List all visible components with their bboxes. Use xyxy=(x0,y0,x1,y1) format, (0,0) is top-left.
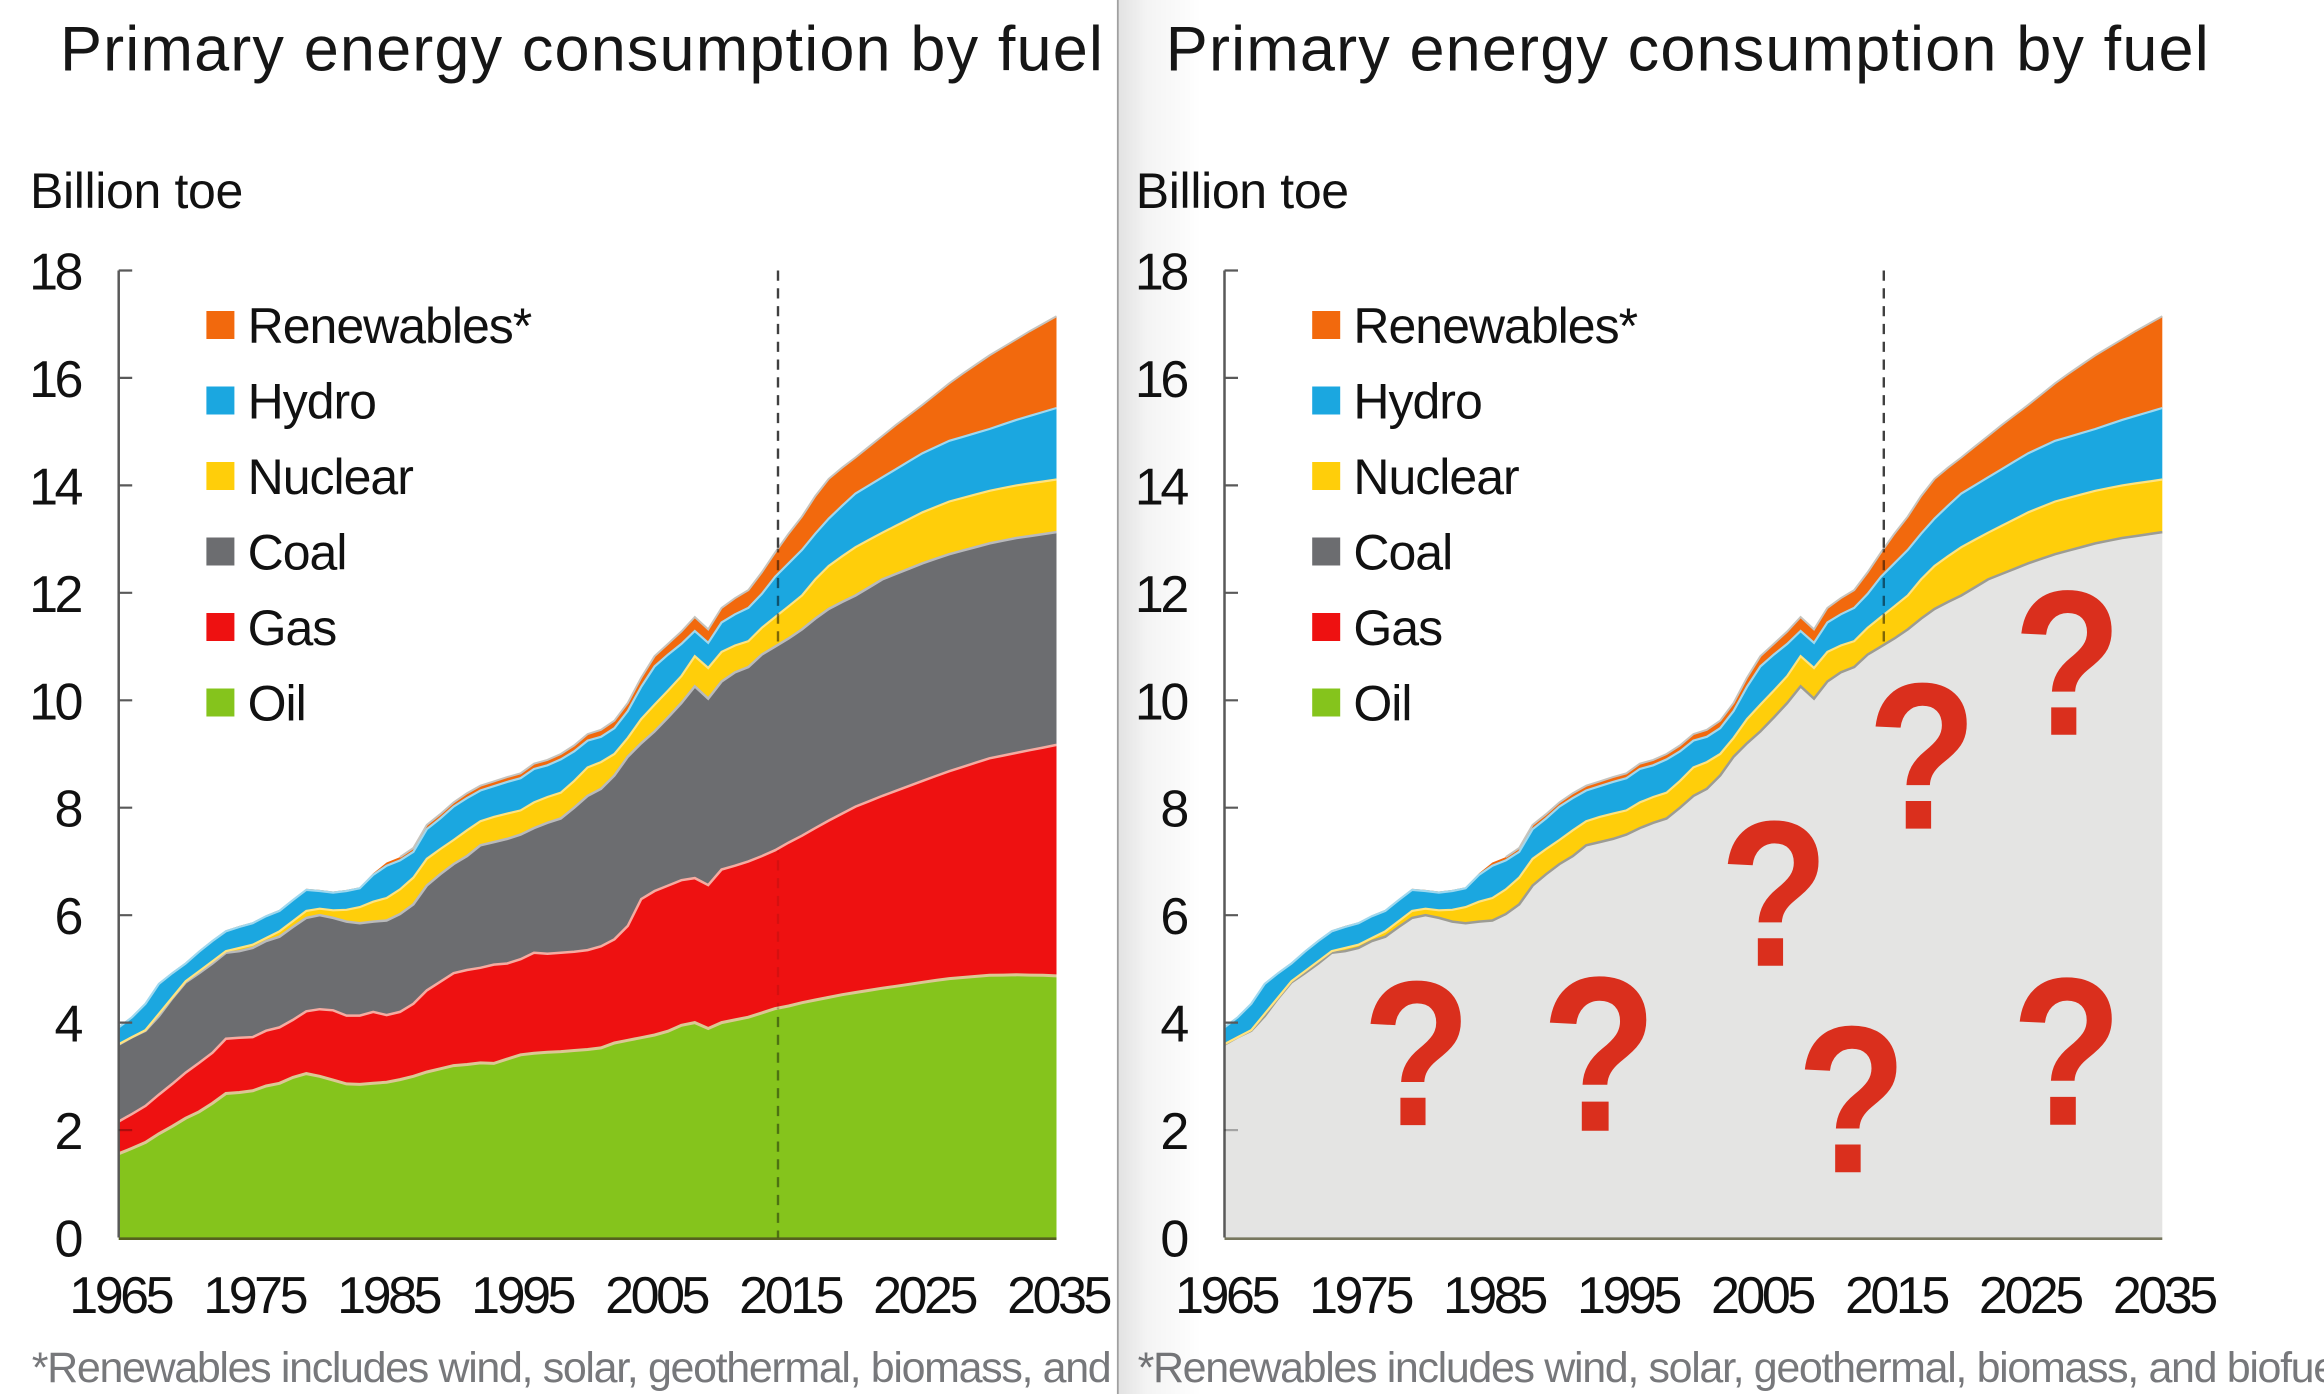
svg-text:2035: 2035 xyxy=(1007,1267,1110,1325)
svg-text:Coal: Coal xyxy=(1353,525,1452,581)
svg-text:Primary energy consumption by: Primary energy consumption by fuel xyxy=(60,15,1104,85)
svg-text:Nuclear: Nuclear xyxy=(248,449,414,505)
svg-text:?: ? xyxy=(1362,937,1471,1169)
svg-text:4: 4 xyxy=(55,996,83,1054)
svg-text:Primary energy consumption by: Primary energy consumption by fuel xyxy=(1166,15,2210,85)
svg-text:1975: 1975 xyxy=(203,1267,306,1325)
svg-text:1995: 1995 xyxy=(471,1267,574,1325)
svg-text:Coal: Coal xyxy=(248,525,347,581)
svg-text:1985: 1985 xyxy=(337,1267,440,1325)
svg-text:Oil: Oil xyxy=(1353,676,1411,732)
svg-text:Renewables*: Renewables* xyxy=(248,298,532,354)
svg-text:Renewables*: Renewables* xyxy=(1353,298,1637,354)
svg-text:18: 18 xyxy=(29,244,81,302)
svg-text:12: 12 xyxy=(29,566,81,624)
svg-text:?: ? xyxy=(2013,547,2122,779)
svg-text:14: 14 xyxy=(29,458,82,516)
svg-text:1995: 1995 xyxy=(1577,1267,1680,1325)
svg-text:Gas: Gas xyxy=(248,600,337,656)
svg-text:Gas: Gas xyxy=(1353,600,1442,656)
svg-text:16: 16 xyxy=(29,351,81,409)
svg-text:0: 0 xyxy=(55,1211,82,1269)
svg-text:?: ? xyxy=(1867,641,1977,874)
svg-text:8: 8 xyxy=(55,781,82,839)
svg-text:1965: 1965 xyxy=(69,1267,172,1325)
svg-text:*Renewables includes wind, sol: *Renewables includes wind, solar, geothe… xyxy=(32,1344,1259,1392)
svg-text:1985: 1985 xyxy=(1443,1267,1546,1325)
svg-text:Oil: Oil xyxy=(248,676,306,732)
svg-text:2005: 2005 xyxy=(1711,1267,1814,1325)
svg-text:Billion toe: Billion toe xyxy=(30,163,243,219)
svg-text:2025: 2025 xyxy=(1979,1267,2082,1325)
svg-text:10: 10 xyxy=(29,673,81,731)
svg-text:2025: 2025 xyxy=(873,1267,976,1325)
svg-text:2015: 2015 xyxy=(739,1267,842,1325)
svg-text:?: ? xyxy=(1797,982,1907,1217)
svg-text:2005: 2005 xyxy=(605,1267,708,1325)
svg-text:?: ? xyxy=(1720,778,1829,1011)
svg-text:2: 2 xyxy=(55,1103,82,1161)
svg-text:6: 6 xyxy=(55,888,82,946)
svg-text:?: ? xyxy=(1541,930,1657,1178)
svg-text:Hydro: Hydro xyxy=(248,374,376,430)
svg-text:*Renewables includes wind, sol: *Renewables includes wind, solar, geothe… xyxy=(1138,1344,2324,1392)
svg-text:2035: 2035 xyxy=(2113,1267,2216,1325)
svg-text:1975: 1975 xyxy=(1309,1267,1412,1325)
svg-text:Hydro: Hydro xyxy=(1353,374,1481,430)
svg-text:?: ? xyxy=(2011,934,2122,1170)
svg-text:2015: 2015 xyxy=(1845,1267,1948,1325)
svg-text:Nuclear: Nuclear xyxy=(1353,449,1519,505)
